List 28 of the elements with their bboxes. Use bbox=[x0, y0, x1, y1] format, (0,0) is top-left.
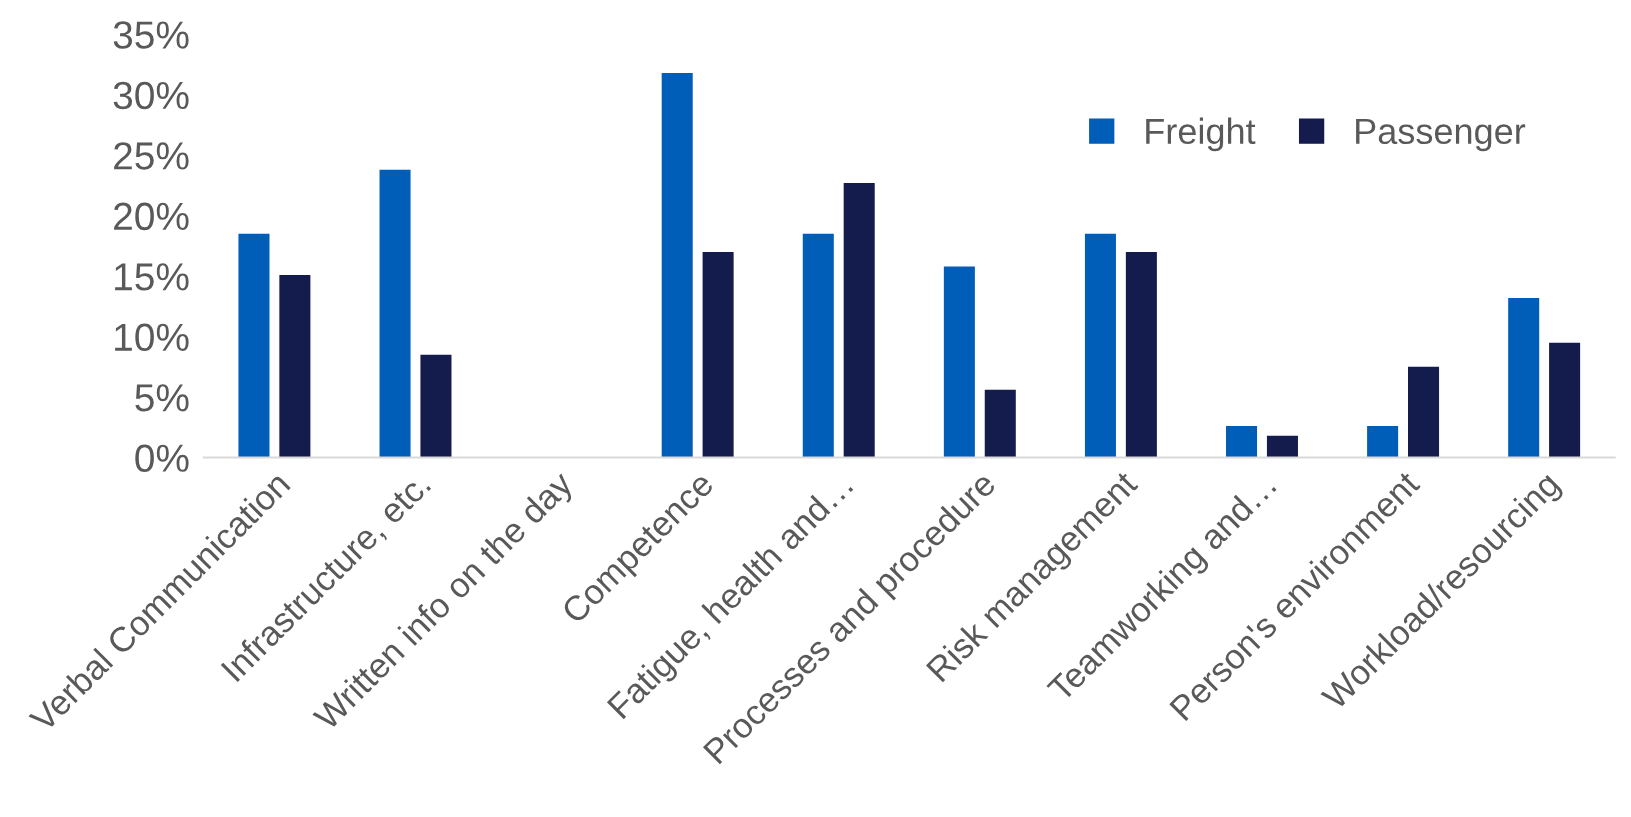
bar bbox=[420, 354, 452, 458]
bar bbox=[661, 73, 693, 458]
bar bbox=[1549, 342, 1581, 458]
y-tick-label: 0% bbox=[135, 444, 189, 472]
bar bbox=[1226, 426, 1258, 458]
y-tick-label: 25% bbox=[114, 142, 189, 170]
y-tick-label: 30% bbox=[113, 81, 189, 110]
bar bbox=[943, 266, 975, 458]
bar bbox=[238, 233, 270, 458]
y-tick-label: 15% bbox=[115, 263, 189, 291]
bar bbox=[379, 169, 411, 458]
bar bbox=[984, 389, 1016, 458]
bar bbox=[1266, 435, 1298, 458]
bar bbox=[1084, 233, 1116, 458]
bar bbox=[702, 251, 734, 458]
legend-label: Freight bbox=[1146, 117, 1256, 152]
bar bbox=[279, 274, 311, 458]
y-tick-label: 20% bbox=[114, 202, 189, 231]
y-tick-label: 5% bbox=[135, 384, 189, 412]
bar bbox=[1408, 366, 1440, 458]
bar bbox=[1508, 297, 1540, 458]
y-tick-label: 10% bbox=[115, 323, 189, 352]
bar bbox=[843, 183, 875, 458]
legend-label: Passenger bbox=[1356, 118, 1526, 152]
bar bbox=[802, 233, 834, 458]
y-tick-label: 35% bbox=[113, 21, 189, 49]
bar bbox=[1367, 426, 1399, 458]
bar bbox=[1125, 251, 1157, 458]
